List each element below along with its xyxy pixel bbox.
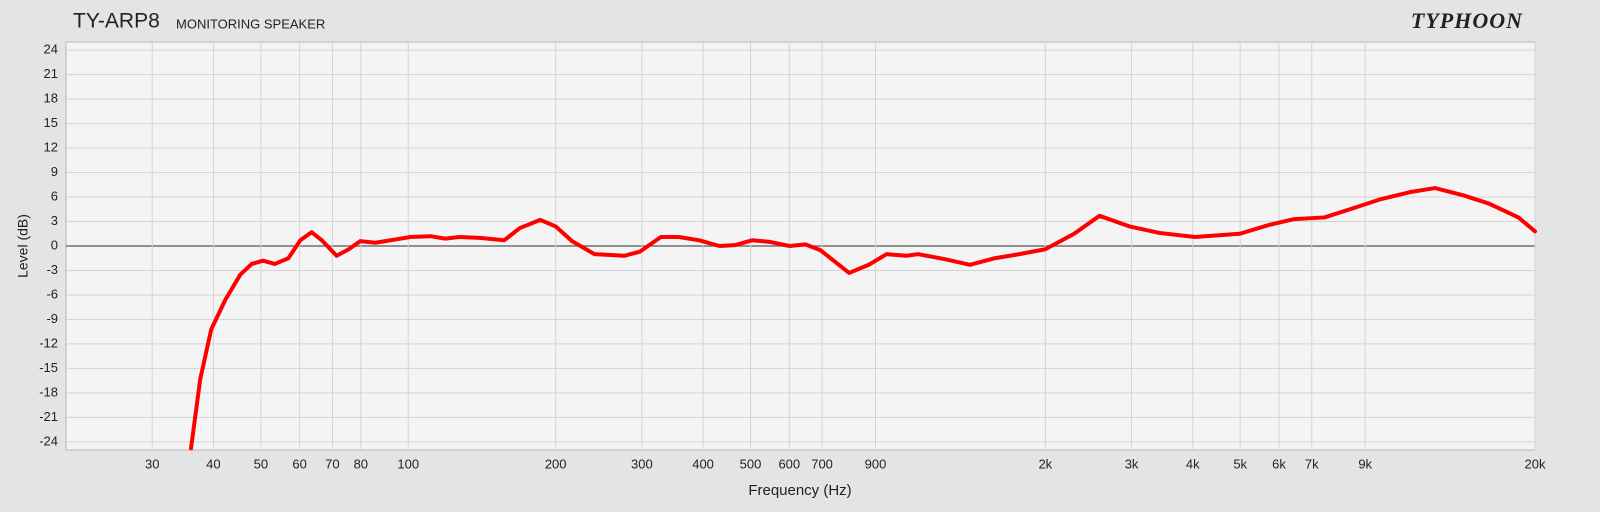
y-tick-label: 3 (51, 213, 58, 228)
x-tick-label: 400 (692, 456, 714, 471)
chart-subtitle: MONITORING SPEAKER (176, 16, 325, 31)
y-tick-label: 0 (51, 237, 58, 252)
x-tick-label: 2k (1038, 456, 1052, 471)
y-tick-label: -21 (39, 409, 58, 424)
y-tick-label: 18 (44, 91, 58, 106)
x-tick-label: 100 (397, 456, 419, 471)
marks (189, 186, 1537, 451)
y-tick-label: 15 (44, 115, 58, 130)
x-axis-label: Frequency (Hz) (748, 482, 851, 499)
y-tick-label: 21 (44, 66, 58, 81)
y-tick-label: -9 (46, 311, 58, 326)
response-line (189, 186, 1537, 451)
x-tick-label: 70 (325, 456, 339, 471)
y-tick-label: -15 (39, 360, 58, 375)
x-tick-label: 60 (292, 456, 306, 471)
x-tick-label: 50 (254, 456, 268, 471)
y-tick-label: -3 (46, 262, 58, 277)
chart-title: TY-ARP8 (73, 10, 160, 33)
y-tick-label: -12 (39, 335, 58, 350)
x-tick-label: 9k (1358, 456, 1372, 471)
x-tick-label: 900 (865, 456, 887, 471)
y-tick-label: 9 (51, 164, 58, 179)
y-tick-label: 6 (51, 188, 58, 203)
brand-logo: TYPHOON (1411, 8, 1523, 33)
y-tick-label: -18 (39, 384, 58, 399)
x-tick-label: 300 (631, 456, 653, 471)
x-tick-label: 3k (1125, 456, 1139, 471)
x-tick-label: 200 (545, 456, 567, 471)
y-axis-label: Level (dB) (15, 214, 31, 278)
x-tick-label: 700 (811, 456, 833, 471)
x-tick-label: 7k (1305, 456, 1319, 471)
y-tick-label: 12 (44, 140, 58, 155)
x-tick-label: 5k (1233, 456, 1247, 471)
y-tick-label: -6 (46, 286, 58, 301)
y-tick-label: -24 (39, 433, 58, 448)
x-tick-label: 6k (1272, 456, 1286, 471)
x-tick-label: 80 (354, 456, 368, 471)
x-tick-label: 40 (206, 456, 220, 471)
x-tick-label: 500 (740, 456, 762, 471)
x-tick-label: 600 (778, 456, 800, 471)
x-tick-label: 20k (1525, 456, 1546, 471)
x-tick-label: 4k (1186, 456, 1200, 471)
y-tick-label: 24 (44, 42, 58, 57)
x-tick-label: 30 (145, 456, 159, 471)
